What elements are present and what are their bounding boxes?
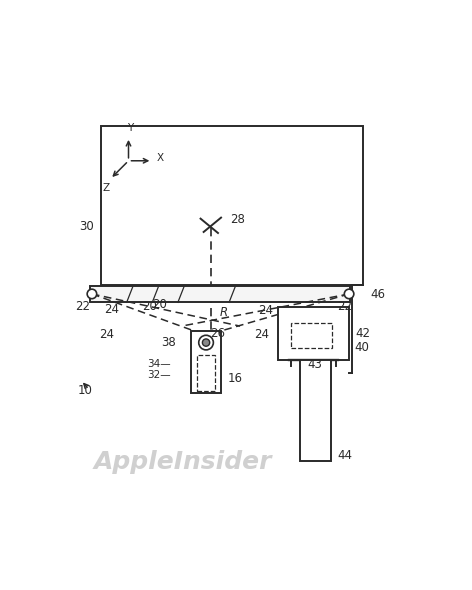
Text: 24: 24 [99, 328, 114, 341]
Text: 43: 43 [307, 358, 322, 371]
Text: 30: 30 [79, 220, 94, 233]
Circle shape [345, 289, 354, 299]
Text: 20: 20 [142, 300, 157, 313]
Circle shape [202, 339, 210, 346]
Bar [291, 323, 331, 349]
Bar [90, 286, 350, 301]
Text: 40: 40 [354, 341, 370, 354]
Circle shape [199, 335, 213, 350]
Text: 46: 46 [370, 288, 385, 301]
Bar [192, 331, 221, 393]
Text: 44: 44 [337, 449, 352, 462]
Text: 24: 24 [254, 328, 270, 341]
Text: 34—: 34— [147, 359, 171, 369]
Text: 26: 26 [210, 327, 225, 340]
Text: X: X [157, 153, 164, 163]
Text: 22: 22 [75, 300, 90, 313]
Text: R: R [220, 306, 228, 319]
Bar [300, 360, 331, 461]
Text: 22: 22 [337, 300, 352, 313]
Text: 28: 28 [230, 212, 245, 225]
Bar [197, 355, 215, 391]
Text: 24: 24 [258, 304, 273, 317]
Text: 10: 10 [78, 384, 93, 397]
Bar [101, 126, 362, 285]
Text: 32—: 32— [147, 370, 171, 380]
Text: 24: 24 [104, 303, 119, 316]
Text: 42: 42 [355, 327, 371, 340]
Text: 38: 38 [161, 336, 176, 349]
Text: Y: Y [127, 123, 134, 133]
Circle shape [87, 289, 97, 299]
Text: 16: 16 [228, 372, 242, 385]
Text: AppleInsider: AppleInsider [94, 450, 272, 474]
Text: Z: Z [103, 183, 110, 194]
Bar [278, 307, 349, 360]
Text: 20: 20 [152, 298, 167, 311]
